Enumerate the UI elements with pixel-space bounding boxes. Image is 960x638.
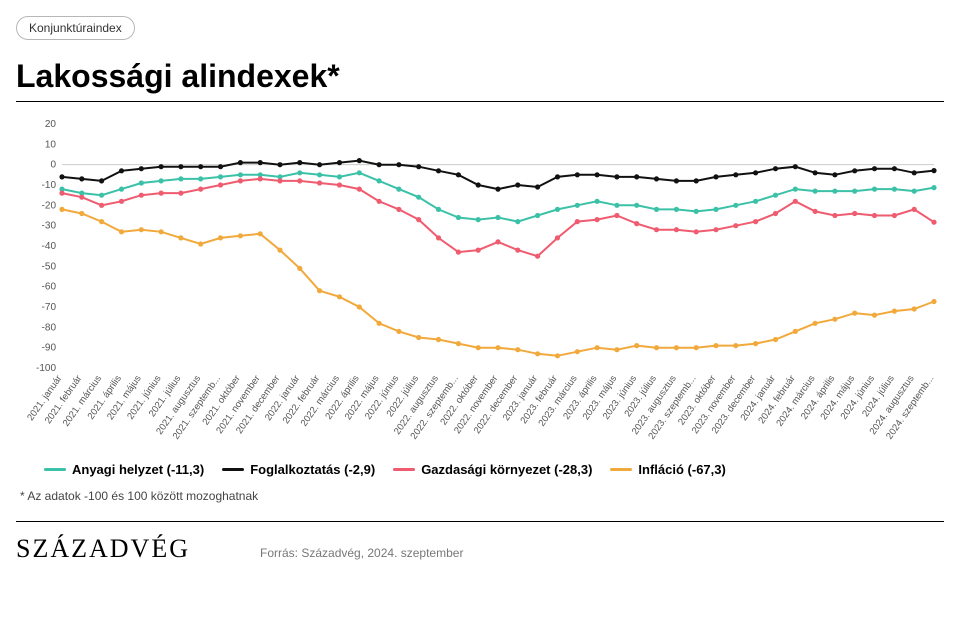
svg-text:-10: -10 (42, 180, 57, 191)
svg-text:-50: -50 (42, 261, 57, 272)
svg-text:-90: -90 (42, 343, 57, 354)
legend-swatch-anyagi (44, 468, 66, 471)
legend-label: Infláció (-67,3) (638, 462, 725, 477)
legend-item: Infláció (-67,3) (610, 462, 725, 477)
svg-text:20: 20 (45, 119, 57, 130)
top-separator (16, 101, 944, 102)
brand-logo: SZÁZADVÉG (16, 534, 190, 564)
source-text: Forrás: Századvég, 2024. szeptember (260, 546, 463, 560)
chart-legend: Anyagi helyzet (-11,3) Foglalkoztatás (-… (44, 462, 944, 477)
chart-footnote: * Az adatok -100 és 100 között mozoghatn… (20, 489, 944, 503)
legend-swatch-inflacio (610, 468, 632, 471)
legend-swatch-gazdasagi (393, 468, 415, 471)
legend-label: Foglalkoztatás (-2,9) (250, 462, 375, 477)
svg-text:10: 10 (45, 139, 57, 150)
legend-swatch-foglalkoztatas (222, 468, 244, 471)
legend-item: Foglalkoztatás (-2,9) (222, 462, 375, 477)
legend-label: Gazdasági környezet (-28,3) (421, 462, 592, 477)
svg-text:-40: -40 (42, 241, 57, 252)
svg-text:0: 0 (50, 160, 56, 171)
svg-text:-60: -60 (42, 282, 57, 293)
legend-item: Anyagi helyzet (-11,3) (44, 462, 204, 477)
page-title: Lakossági alindexek* (16, 58, 944, 95)
legend-label: Anyagi helyzet (-11,3) (72, 462, 204, 477)
legend-item: Gazdasági környezet (-28,3) (393, 462, 592, 477)
svg-text:-100: -100 (36, 363, 56, 374)
page-footer: SZÁZADVÉG Forrás: Századvég, 2024. szept… (16, 521, 944, 564)
svg-text:-30: -30 (42, 221, 57, 232)
svg-text:-70: -70 (42, 302, 57, 313)
category-pill: Konjunktúraindex (16, 16, 135, 40)
svg-text:-20: -20 (42, 200, 57, 211)
line-chart: 20100-10-20-30-40-50-60-70-80-90-1002021… (16, 116, 944, 456)
svg-text:-80: -80 (42, 322, 57, 333)
